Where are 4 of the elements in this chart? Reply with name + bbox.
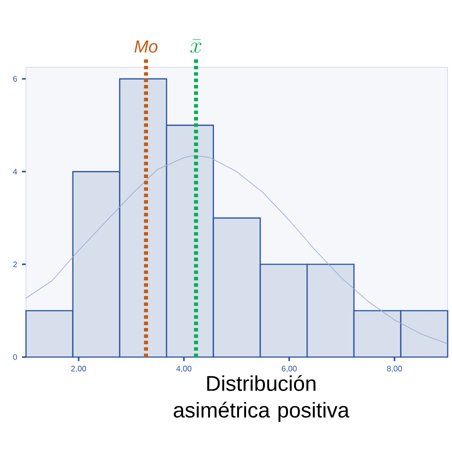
text: Distribución asimétrica positiva	[174, 375, 350, 422]
ref-line-label: $\bar{x}$	[190, 39, 202, 53]
line-series	[26, 155, 448, 344]
ref-line-label: Mo	[134, 40, 158, 53]
